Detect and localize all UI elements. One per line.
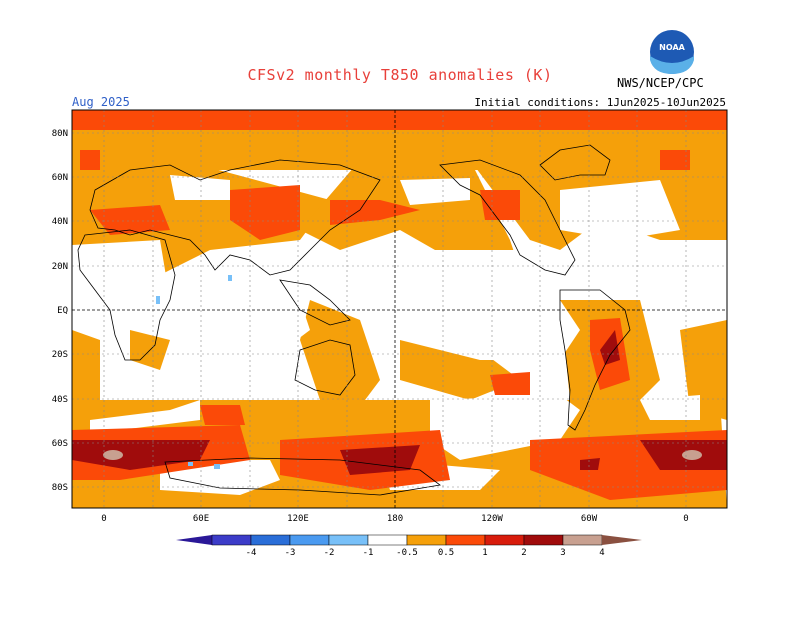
colorbar-label: 4: [599, 548, 604, 558]
lon-label: 60W: [581, 514, 598, 524]
colorbar-swatch: [484, 534, 525, 546]
latitude-axis: 80N 60N 40N 20N EQ 20S 40S 60S 80S: [52, 129, 68, 493]
colorbar: -4 -3 -2 -1 -0.5 0.5 1 2 3 4: [176, 534, 642, 558]
colorbar-label: -1: [363, 548, 374, 558]
colorbar-label: -4: [246, 548, 257, 558]
graticule: [72, 110, 727, 508]
noaa-logo-text: NOAA: [659, 43, 685, 52]
lat-label: 40S: [52, 395, 68, 405]
initial-conditions-label: Initial conditions: 1Jun2025-10Jun2025: [474, 96, 726, 109]
colorbar-swatch: [367, 534, 408, 546]
lon-label: 60E: [193, 514, 209, 524]
colorbar-swatch: [445, 534, 486, 546]
valid-month-label: Aug 2025: [72, 95, 130, 109]
colorbar-label: 2: [521, 548, 526, 558]
colorbar-label: -2: [324, 548, 335, 558]
longitude-axis: 0 60E 120E 180 120W 60W 0: [101, 514, 688, 524]
lat-label: EQ: [57, 306, 68, 316]
colorbar-swatch: [250, 534, 291, 546]
anomaly-3-to-4: [103, 450, 702, 460]
colorbar-label: 3: [560, 548, 565, 558]
lon-label: 180: [387, 514, 403, 524]
colorbar-label: 0.5: [438, 548, 454, 558]
lat-label: 80N: [52, 129, 68, 139]
equator-dateline: [72, 110, 727, 508]
colorbar-label: -3: [285, 548, 296, 558]
colorbar-label: -0.5: [396, 548, 418, 558]
colorbar-swatch: [328, 534, 369, 546]
lon-label: 0: [683, 514, 688, 524]
colorbar-swatch: [523, 534, 564, 546]
near-zero-regions: [72, 175, 727, 495]
colorbar-label: 1: [482, 548, 487, 558]
lat-label: 20S: [52, 350, 68, 360]
colorbar-arrow-right: [602, 535, 642, 545]
anomaly-fields: [72, 110, 727, 508]
lon-label: 120E: [287, 514, 309, 524]
colorbar-swatch: [562, 534, 603, 546]
colorbar-swatch: [211, 534, 252, 546]
lat-label: 20N: [52, 262, 68, 272]
lon-label: 120W: [481, 514, 503, 524]
lat-label: 60N: [52, 173, 68, 183]
noaa-logo-icon: NOAA: [650, 30, 694, 74]
colorbar-swatch: [289, 534, 330, 546]
map-title: CFSv2 monthly T850 anomalies (K): [247, 66, 553, 84]
colorbar-arrow-left: [176, 535, 212, 545]
map-frame: [71, 109, 728, 509]
lon-label: 0: [101, 514, 106, 524]
colorbar-swatch: [406, 534, 447, 546]
negative-anomaly-specks: [156, 275, 232, 469]
lat-label: 80S: [52, 483, 68, 493]
lat-label: 60S: [52, 439, 68, 449]
agency-label: NWS/NCEP/CPC: [617, 76, 704, 90]
lat-label: 40N: [52, 217, 68, 227]
